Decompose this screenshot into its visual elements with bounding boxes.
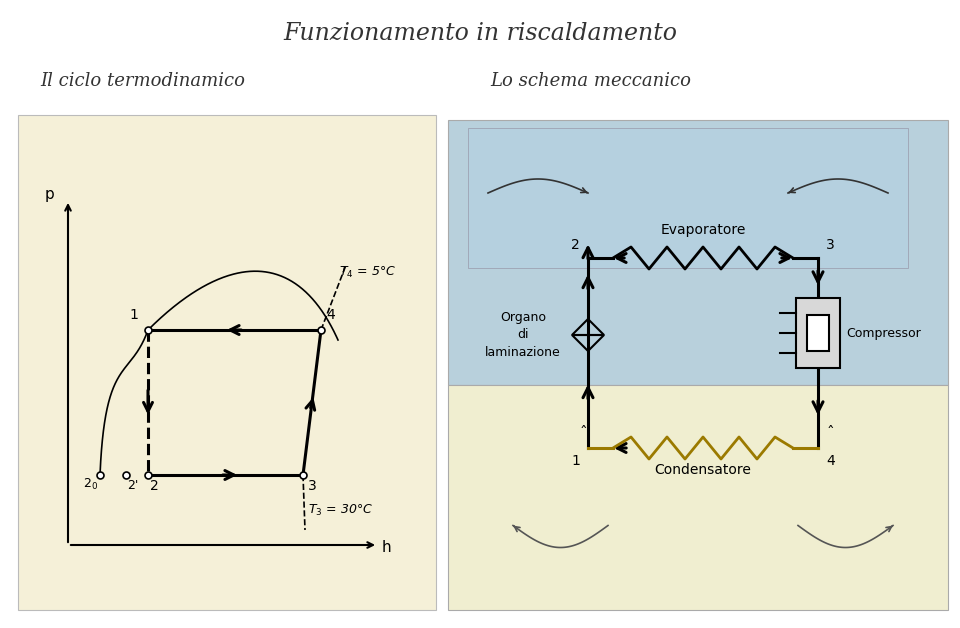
Text: Lo schema meccanico: Lo schema meccanico [490,72,691,90]
Text: 4: 4 [826,454,835,468]
Text: 2$_0$: 2$_0$ [83,477,98,492]
Text: T$_4$ = 5°C: T$_4$ = 5°C [339,264,396,279]
Bar [796,298,840,368]
Text: 2: 2 [571,238,580,252]
Bar [468,128,908,268]
Bar [448,385,948,610]
Bar [448,120,948,385]
Text: Funzionamento in riscaldamento: Funzionamento in riscaldamento [283,22,677,45]
Text: p: p [45,188,55,202]
Text: Evaporatore: Evaporatore [660,223,746,237]
Text: Organo
di
laminazione: Organo di laminazione [485,311,561,359]
Text: ˆ: ˆ [579,426,587,441]
Text: 2': 2' [127,479,138,492]
Text: 3: 3 [308,479,317,493]
Text: 2: 2 [150,479,158,493]
Text: 1: 1 [571,454,580,468]
Bar [18,115,436,610]
Text: Compressor: Compressor [846,327,921,340]
Text: ˆ: ˆ [827,426,834,441]
Text: T$_3$ = 30°C: T$_3$ = 30°C [308,502,372,517]
Text: h: h [381,541,391,556]
Text: 4: 4 [326,308,335,322]
Text: 3: 3 [826,238,835,252]
Bar [807,315,828,351]
Text: Il ciclo termodinamico: Il ciclo termodinamico [40,72,245,90]
Text: Condensatore: Condensatore [655,463,752,477]
Text: 1: 1 [130,308,138,322]
